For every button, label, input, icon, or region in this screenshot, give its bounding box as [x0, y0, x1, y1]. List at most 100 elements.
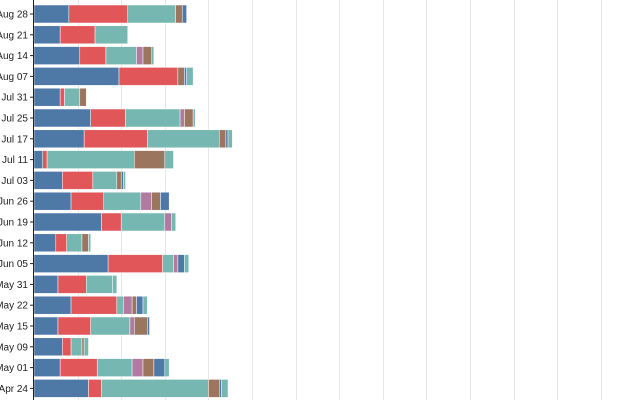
bar-segment — [131, 295, 137, 315]
y-tick-label: Jul 11 — [2, 155, 28, 166]
bar-segment — [147, 129, 220, 149]
bar-segment — [33, 275, 59, 294]
bar-segment — [181, 4, 187, 24]
bar-segment — [66, 233, 83, 253]
bar-segment — [175, 4, 183, 24]
bar-segment — [120, 171, 124, 190]
bar-segment — [79, 46, 107, 65]
bar-segment — [96, 358, 133, 377]
bar-segment — [140, 191, 152, 211]
bar-segment — [42, 150, 48, 169]
bar-segment — [177, 67, 185, 86]
bar-segment — [153, 358, 166, 377]
bar-segment — [68, 4, 128, 24]
bar-segment — [162, 254, 174, 273]
bar-segment — [59, 25, 96, 45]
bar-segment — [33, 379, 89, 398]
bar-segment — [92, 171, 118, 190]
y-tick-label: Aug 14 — [0, 51, 28, 62]
bar-segment — [81, 233, 89, 253]
bar-segment — [70, 295, 118, 315]
bar-segment — [171, 212, 176, 232]
bar-segment — [136, 295, 144, 315]
bar-segment — [33, 129, 85, 149]
bars — [33, 4, 233, 398]
bar-segment — [134, 316, 148, 336]
bar-segment — [192, 108, 196, 128]
bar-segment — [101, 212, 122, 232]
bar-segment — [33, 46, 81, 65]
bar-segment — [33, 108, 91, 128]
bar-segment — [208, 379, 220, 398]
bar-segment — [62, 337, 72, 357]
bar-segment — [103, 191, 142, 211]
bar-segment — [221, 379, 229, 398]
y-tick-label: Jun 05 — [0, 259, 28, 270]
bar-segment — [179, 108, 185, 128]
bar-segment — [136, 46, 144, 65]
bar-segment — [88, 379, 102, 398]
bar-segment — [125, 108, 181, 128]
y-axis-tick-labels: Aug 28 Aug 21 Aug 14 Aug 07 Jul 31 Jul 25 Jul … — [0, 10, 34, 395]
bar-segment — [33, 87, 61, 107]
bar-segment — [142, 46, 152, 65]
bar-segment — [59, 358, 98, 377]
y-tick-label: Jul 25 — [1, 114, 28, 125]
y-tick-label: May 09 — [0, 342, 28, 353]
bar-segment — [33, 171, 63, 190]
bar-segment — [225, 129, 229, 149]
bar-segment — [147, 316, 150, 336]
grid — [78, 0, 602, 400]
bar-segment — [160, 191, 170, 211]
bar-segment — [33, 4, 70, 24]
bar-segment — [33, 358, 61, 377]
bar-segment — [90, 108, 126, 128]
bar-segment — [129, 316, 135, 336]
bar-segment — [118, 67, 179, 86]
y-tick-label: Jun 19 — [0, 218, 28, 229]
bar-segment — [64, 87, 81, 107]
bar-segment — [105, 46, 137, 65]
bar-segment — [127, 4, 176, 24]
bar-segment — [151, 191, 161, 211]
bar-segment — [33, 254, 109, 273]
bar-segment — [55, 233, 67, 253]
bar-segment — [164, 212, 172, 232]
bar-segment — [173, 254, 179, 273]
bar-segment — [46, 150, 135, 169]
bar-segment — [177, 254, 185, 273]
y-tick-label: May 31 — [0, 280, 28, 291]
bar-segment — [33, 191, 72, 211]
bar-segment — [33, 316, 59, 336]
bar-segment — [123, 295, 133, 315]
y-tick-label: May 15 — [0, 322, 28, 333]
bar-segment — [142, 358, 155, 377]
bar-segment — [94, 25, 128, 45]
y-tick-label: Aug 21 — [0, 30, 28, 41]
bar-segment — [123, 171, 126, 190]
y-tick-label: Jul 03 — [1, 176, 28, 187]
bar-segment — [70, 191, 105, 211]
bar-segment — [33, 295, 72, 315]
bar-segment — [184, 67, 187, 86]
bar-segment — [219, 129, 227, 149]
y-tick-label: Apr 24 — [0, 384, 28, 395]
y-tick-label: Aug 07 — [0, 72, 28, 83]
y-tick-label: Jun 12 — [0, 238, 28, 249]
bar-segment — [33, 233, 57, 253]
bar-segment — [86, 275, 113, 294]
bar-segment — [57, 316, 91, 336]
bar-segment — [83, 337, 89, 357]
bar-segment — [83, 129, 148, 149]
bar-segment — [112, 275, 118, 294]
y-tick-label: Jul 31 — [1, 93, 28, 104]
bar-segment — [151, 46, 155, 65]
bar-segment — [164, 358, 170, 377]
bar-segment — [88, 233, 91, 253]
bar-segment — [81, 337, 85, 357]
bar-segment — [184, 254, 190, 273]
bar-segment — [62, 171, 94, 190]
bar-segment — [33, 212, 102, 232]
bar-segment — [59, 87, 65, 107]
